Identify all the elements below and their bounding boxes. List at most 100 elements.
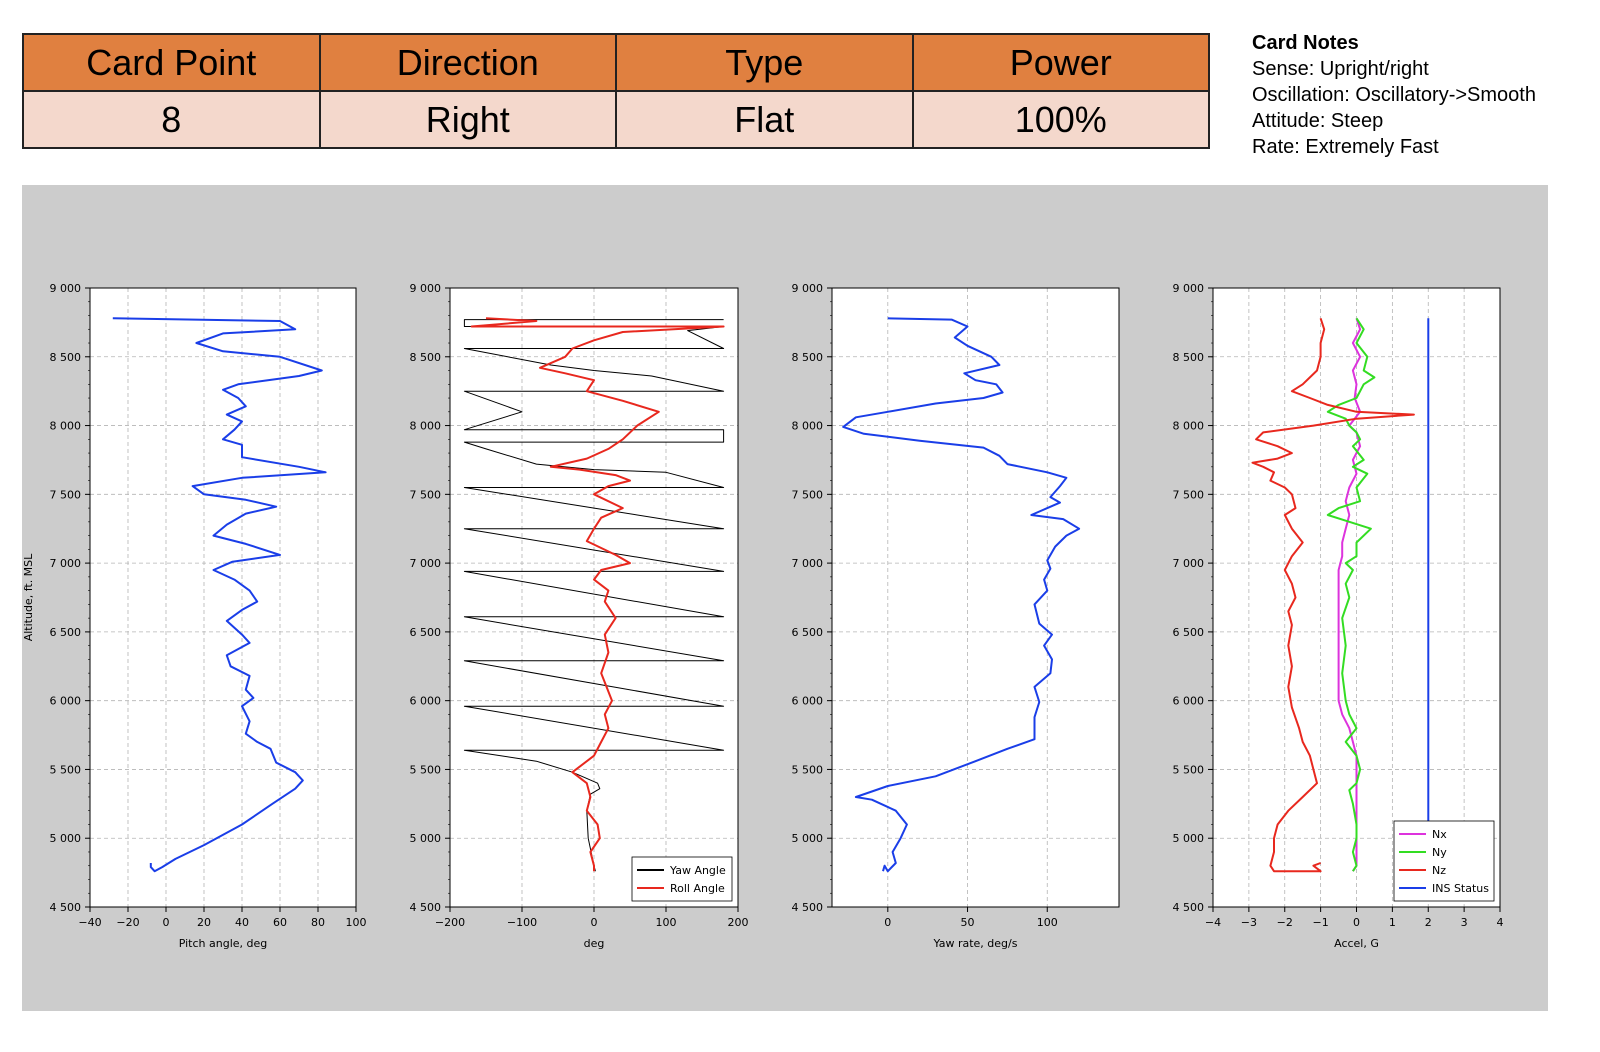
x-axis-label: Pitch angle, deg	[179, 937, 268, 950]
angle-chart-svg: −200 −100 0 100 200 4 500 5 000 5 500 6 000 6 500…	[410, 282, 749, 950]
series-line-0	[1337, 317, 1362, 872]
y-tick-label: 7 000	[1173, 557, 1205, 570]
y-tick-label: 5 500	[792, 763, 824, 776]
x-axis-label: Accel, G	[1334, 937, 1379, 950]
x-axis-label: Yaw rate, deg/s	[933, 937, 1018, 950]
y-tick-label: 4 500	[50, 901, 82, 914]
pitch-angle-chart: −40 −20 0 20 40 60 80 100 4 500 5 000 5 500 6 000 6 …	[22, 185, 382, 1011]
yaw-rate-chart: 0 50 100 4 500 5 000 5 500 6 000 6 500 7 000 7 50…	[785, 185, 1145, 1011]
plot-area	[90, 288, 356, 907]
y-tick-label: 7 000	[410, 557, 442, 570]
y-tick-label: 8 000	[50, 420, 82, 433]
x-tick-label: 0	[591, 916, 598, 929]
x-tick-label: 0	[1353, 916, 1360, 929]
legend-label: Roll Angle	[670, 882, 725, 895]
x-tick-label: −40	[78, 916, 101, 929]
x-tick-label: −100	[507, 916, 537, 929]
card-notes-title: Card Notes	[1252, 32, 1359, 54]
plot-frame	[89, 287, 357, 908]
y-tick-label: 9 000	[792, 282, 824, 295]
y-tick-label: 9 000	[50, 282, 82, 295]
series-line-0	[463, 319, 725, 872]
value-power: 100%	[911, 90, 1210, 149]
accel-chart: −4 −3 −2 −1 0 1 2 3 4 4 500 5 000 5 500 6 000 6 500 7 …	[1167, 185, 1527, 1011]
y-tick-label: 4 500	[410, 901, 442, 914]
x-tick-label: 2	[1425, 916, 1432, 929]
card-table-value-row: 8 Right Flat 100%	[22, 90, 1210, 149]
card-note-sense: Sense: Upright/right	[1252, 58, 1429, 80]
x-tick-label: 1	[1389, 916, 1396, 929]
y-tick-label: 6 500	[50, 626, 82, 639]
y-tick-label: 8 500	[410, 351, 442, 364]
y-tick-label: 4 500	[1173, 901, 1205, 914]
y-tick-label: 8 000	[792, 420, 824, 433]
accel-chart-svg: −4 −3 −2 −1 0 1 2 3 4 4 500 5 000 5 500 6 000 6 500 7 …	[1173, 282, 1504, 950]
legend-label: Ny	[1432, 846, 1447, 859]
x-tick-label: 60	[273, 916, 287, 929]
y-tick-label: 6 500	[792, 626, 824, 639]
y-tick-label: 9 000	[410, 282, 442, 295]
y-tick-label: 8 500	[1173, 351, 1205, 364]
header-power: Power	[911, 33, 1210, 92]
series-line-2	[1251, 317, 1415, 873]
y-tick-label: 5 000	[792, 832, 824, 845]
y-tick-label: 6 000	[50, 695, 82, 708]
header-card-point: Card Point	[22, 33, 321, 92]
x-tick-label: −3	[1241, 916, 1257, 929]
value-card-point: 8	[22, 90, 321, 149]
card-table: Card Point Direction Type Power 8 Right …	[22, 33, 1210, 149]
x-tick-label: 50	[961, 916, 975, 929]
x-tick-label: 0	[884, 916, 891, 929]
y-tick-label: 8 500	[792, 351, 824, 364]
x-tick-label: −2	[1277, 916, 1293, 929]
y-tick-label: 7 500	[50, 488, 82, 501]
x-tick-label: 40	[235, 916, 249, 929]
y-tick-label: 5 500	[1173, 763, 1205, 776]
x-axis-label: deg	[584, 937, 605, 950]
series-line-0	[842, 317, 1081, 873]
y-tick-label: 7 000	[50, 557, 82, 570]
series-line-1	[1326, 317, 1376, 872]
y-tick-label: 5 000	[50, 832, 82, 845]
y-tick-label: 9 000	[1173, 282, 1205, 295]
value-direction: Right	[318, 90, 617, 149]
y-tick-label: 8 500	[50, 351, 82, 364]
card-note-rate: Rate: Extremely Fast	[1252, 136, 1439, 158]
y-tick-label: 6 500	[1173, 626, 1205, 639]
x-tick-label: 200	[728, 916, 749, 929]
x-tick-label: −200	[435, 916, 465, 929]
x-tick-label: 80	[311, 916, 325, 929]
card-note-oscillation: Oscillation: Oscillatory->Smooth	[1252, 84, 1536, 106]
y-tick-label: 8 000	[410, 420, 442, 433]
series-line-1	[470, 317, 725, 872]
y-tick-label: 5 500	[50, 763, 82, 776]
legend-box	[631, 856, 733, 902]
legend: Nx Ny Nz INS Status	[1393, 820, 1495, 902]
x-tick-label: 20	[197, 916, 211, 929]
x-tick-label: 100	[1037, 916, 1058, 929]
y-tick-label: 6 500	[410, 626, 442, 639]
series-line-0	[112, 317, 327, 873]
charts-panel: −40 −20 0 20 40 60 80 100 4 500 5 000 5 500 6 000 6 …	[22, 185, 1548, 1011]
y-tick-label: 5 000	[1173, 832, 1205, 845]
x-tick-label: −20	[116, 916, 139, 929]
y-tick-label: 4 500	[792, 901, 824, 914]
x-tick-label: −1	[1313, 916, 1329, 929]
legend-label: Yaw Angle	[669, 864, 726, 877]
y-tick-label: 7 500	[1173, 488, 1205, 501]
legend-label: Nz	[1432, 864, 1446, 877]
plot-frame	[831, 287, 1120, 908]
x-tick-label: 4	[1497, 916, 1504, 929]
legend: Yaw Angle Roll Angle	[631, 856, 733, 902]
x-tick-label: 3	[1461, 916, 1468, 929]
legend-label: Nx	[1432, 828, 1447, 841]
y-tick-label: 6 000	[410, 695, 442, 708]
y-tick-label: 6 000	[1173, 695, 1205, 708]
yaw-rate-chart-svg: 0 50 100 4 500 5 000 5 500 6 000 6 500 7 000 7 50…	[792, 282, 1120, 950]
y-tick-label: 6 000	[792, 695, 824, 708]
value-type: Flat	[615, 90, 914, 149]
y-tick-label: 8 000	[1173, 420, 1205, 433]
y-tick-label: 7 500	[410, 488, 442, 501]
card-notes: Card Notes Sense: Upright/right Oscillat…	[1252, 30, 1536, 160]
y-axis-label: Altitude, ft. MSL	[22, 553, 35, 641]
